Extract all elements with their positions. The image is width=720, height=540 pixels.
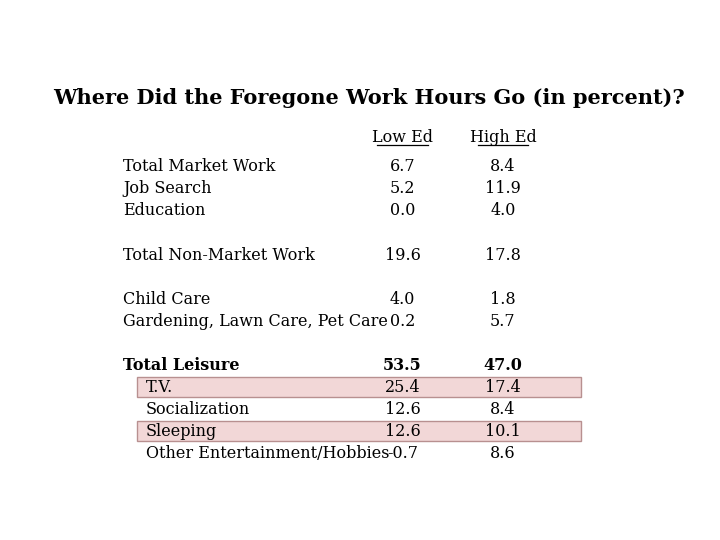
Text: 0.2: 0.2 [390,313,415,329]
Text: 0.0: 0.0 [390,202,415,219]
Text: 4.0: 4.0 [490,202,516,219]
Text: 47.0: 47.0 [484,357,522,374]
Text: 17.8: 17.8 [485,246,521,264]
Text: 17.4: 17.4 [485,379,521,396]
Text: Total Market Work: Total Market Work [124,158,276,176]
Text: Gardening, Lawn Care, Pet Care: Gardening, Lawn Care, Pet Care [124,313,388,329]
Text: 53.5: 53.5 [383,357,422,374]
Text: 5.2: 5.2 [390,180,415,198]
Text: High Ed: High Ed [469,129,536,146]
Text: 12.6: 12.6 [384,401,420,418]
Text: Total Leisure: Total Leisure [124,357,240,374]
Text: Total Non-Market Work: Total Non-Market Work [124,246,315,264]
Text: Low Ed: Low Ed [372,129,433,146]
Text: 8.4: 8.4 [490,401,516,418]
Text: 6.7: 6.7 [390,158,415,176]
Text: -0.7: -0.7 [387,445,418,462]
Text: 1.8: 1.8 [490,291,516,308]
Text: 10.1: 10.1 [485,423,521,440]
Bar [138,421,581,441]
Text: Child Care: Child Care [124,291,211,308]
Text: 8.6: 8.6 [490,445,516,462]
Text: Job Search: Job Search [124,180,212,198]
Bar [138,376,581,397]
Text: Education: Education [124,202,206,219]
Text: Sleeping: Sleeping [145,423,217,440]
Text: 5.7: 5.7 [490,313,516,329]
Text: 4.0: 4.0 [390,291,415,308]
Text: 25.4: 25.4 [384,379,420,396]
Text: 19.6: 19.6 [384,246,420,264]
Text: 11.9: 11.9 [485,180,521,198]
Text: Where Did the Foregone Work Hours Go (in percent)?: Where Did the Foregone Work Hours Go (in… [53,87,685,107]
Text: 12.6: 12.6 [384,423,420,440]
Text: 8.4: 8.4 [490,158,516,176]
Text: Other Entertainment/Hobbies: Other Entertainment/Hobbies [145,445,390,462]
Text: Socialization: Socialization [145,401,250,418]
Text: T.V.: T.V. [145,379,173,396]
